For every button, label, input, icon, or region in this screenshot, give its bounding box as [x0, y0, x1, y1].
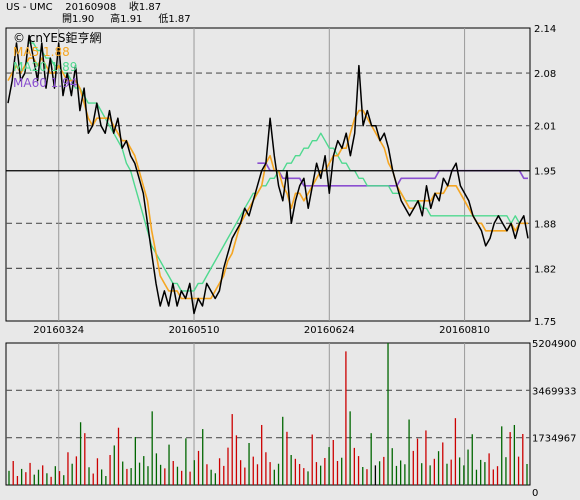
- ma60-line: [257, 162, 528, 187]
- volume-y-tick-label: 5204900: [532, 339, 577, 350]
- price-y-tick-label: 2.08: [534, 69, 556, 80]
- volume-y-axis: 5204900 3469933 1734967 0: [532, 339, 577, 499]
- legend-ma5: MA5 1.88: [13, 45, 70, 59]
- price-y-axis: 2.14 2.08 2.01 1.95 1.88 1.82 1.75: [534, 24, 556, 328]
- volume-y-tick-label: 0: [532, 488, 538, 499]
- volume-panel-frame: [5, 342, 531, 486]
- quote-header-line-1: US - UMC 20160908 收1.87: [6, 2, 162, 13]
- price-x-tick-label: 20160624: [304, 325, 355, 336]
- price-series: [7, 34, 529, 315]
- quote-header-line-2: 開1.90 高1.91 低1.87: [62, 14, 191, 25]
- price-y-tick-label: 1.75: [534, 317, 556, 328]
- price-y-tick-label: 2.14: [534, 24, 556, 35]
- price-x-tick-label: 20160810: [439, 325, 490, 336]
- volume-y-tick-label: 1734967: [532, 434, 577, 445]
- price-x-tick-label: 20160510: [169, 325, 220, 336]
- price-y-tick-label: 1.95: [534, 167, 556, 178]
- volume-y-tick-label: 3469933: [532, 386, 577, 397]
- price-grid: [6, 28, 530, 321]
- price-x-tick-label: 20160324: [33, 325, 84, 336]
- legend-ma20: MA20 1.89: [13, 60, 77, 74]
- price-panel-frame: [5, 27, 531, 322]
- price-y-tick-label: 1.82: [534, 264, 556, 275]
- price-y-tick-label: 2.01: [534, 122, 556, 133]
- volume-bars: [8, 343, 528, 485]
- legend-ma60: MA60 1.94: [13, 76, 77, 90]
- watermark-text: © cnYES鉅亨網: [13, 30, 102, 45]
- price-y-tick-label: 1.88: [534, 219, 556, 230]
- price-x-axis: 20160324 20160510 20160624 20160810: [33, 325, 490, 336]
- price-line: [7, 34, 529, 315]
